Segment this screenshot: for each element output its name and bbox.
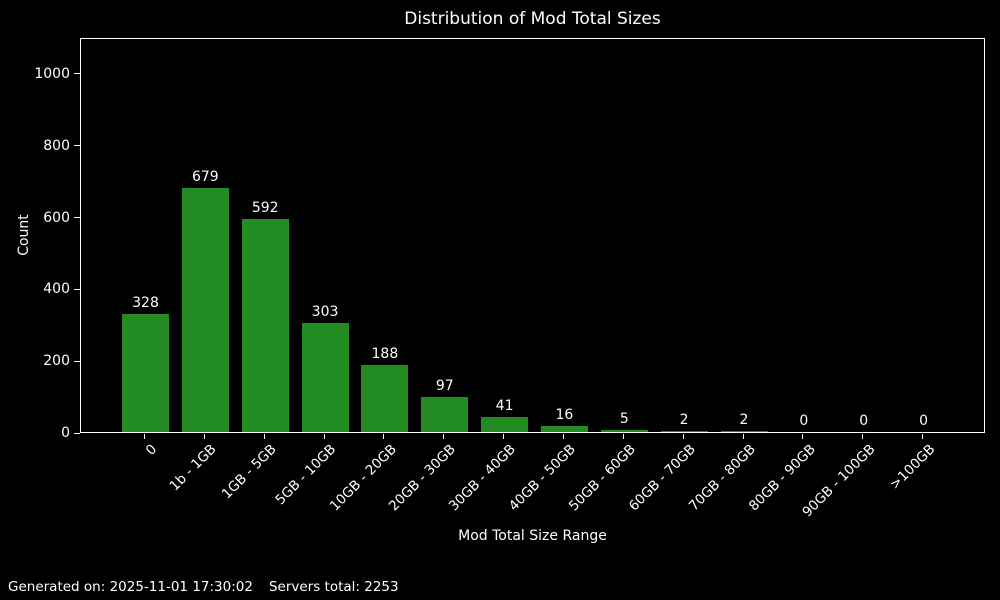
x-tick [742,434,744,439]
bar [481,417,529,432]
bar [301,323,349,432]
bar-value-label: 16 [555,407,574,424]
bar-value-label: 0 [859,413,869,429]
x-tick [562,434,564,439]
generated-timestamp: Generated on: 2025-11-01 17:30:02 [8,579,253,595]
x-tick [323,434,325,439]
x-tick [503,434,505,439]
y-tick [74,432,80,434]
x-tick-label: >100GB [886,441,939,493]
y-tick [74,360,80,362]
x-tick [802,434,804,439]
footer: Generated on: 2025-11-01 17:30:02 Server… [8,580,399,595]
bar-value-label: 41 [495,398,514,415]
y-tick-label: 0 [61,425,70,441]
bar-value-label: 328 [132,295,159,312]
bar [600,430,648,432]
y-tick [74,217,80,219]
bar [540,426,588,432]
x-tick-label: 0 [142,441,161,459]
x-tick-label: 5GB - 10GB [272,441,340,509]
bar-value-label: 679 [191,169,219,186]
x-tick [622,434,624,439]
x-tick-label: 1GB - 5GB [218,441,280,503]
x-tick [682,434,684,439]
bar [660,431,708,432]
x-axis-label: Mod Total Size Range [458,528,607,544]
x-tick [144,434,145,439]
x-tick [443,434,445,439]
y-tick [74,145,80,147]
y-tick-label: 600 [43,209,70,226]
bar [122,314,169,432]
x-tick [263,434,265,439]
y-tick [74,73,80,75]
x-tick [203,434,205,439]
bar-value-label: 0 [799,413,809,429]
bar [181,188,229,432]
bar-value-label: 5 [619,411,629,428]
x-tick-label: 1b - 1GB [166,441,220,495]
bar-value-label: 592 [251,200,279,217]
bar-value-label: 2 [739,412,749,429]
bar-value-label: 2 [679,412,689,429]
y-tick-label: 400 [43,281,70,298]
bar-value-label: 97 [435,378,454,395]
bar [720,431,768,432]
bar-value-label: 188 [371,345,399,362]
y-tick [74,288,80,290]
x-tick [922,434,924,439]
chart-title: Distribution of Mod Total Sizes [404,9,661,29]
servers-total: Servers total: 2253 [268,579,399,595]
bar [421,397,469,432]
bar [361,364,409,432]
bar-value-label: 0 [919,413,929,429]
y-tick-label: 200 [43,353,70,370]
bar-value-label: 303 [311,304,339,321]
x-tick [862,434,864,439]
y-tick-label: 1000 [34,65,70,82]
plot-area: 328 679 592 303 188 97 41 16 5 2 2 0 0 0 [80,38,985,433]
x-tick [383,434,385,439]
y-tick-label: 800 [43,137,70,154]
bar [241,219,289,432]
